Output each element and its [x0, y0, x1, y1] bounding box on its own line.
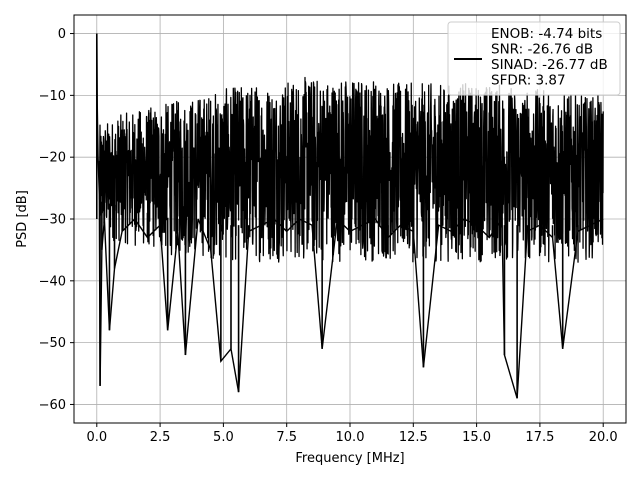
x-tick-label: 12.5	[399, 430, 428, 445]
psd-noise-band	[98, 76, 604, 263]
y-tick-label: −50	[39, 336, 66, 351]
legend-label-enob: ENOB: -4.74 bits	[491, 26, 602, 42]
psd-series-line	[96, 33, 604, 399]
x-tick-label: 10.0	[336, 430, 365, 445]
x-ticks: 0.0 2.5 5.0 7.5 10.0 12.5 15.0 17.5 20.0	[86, 423, 618, 445]
psd-series	[95, 33, 604, 399]
x-tick-label: 15.0	[462, 430, 491, 445]
x-tick-label: 7.5	[276, 430, 297, 445]
x-tick-label: 5.0	[213, 430, 234, 445]
x-axis-label: Frequency [MHz]	[295, 451, 404, 466]
legend-label-sfdr: SFDR: 3.87	[491, 73, 566, 89]
x-tick-label: 0.0	[86, 430, 107, 445]
y-axis-label: PSD [dB]	[15, 190, 30, 248]
psd-noise-trace	[98, 76, 604, 263]
x-tick-label: 17.5	[525, 430, 554, 445]
y-tick-label: −60	[39, 398, 66, 413]
legend: ENOB: -4.74 bits SNR: -26.76 dB SINAD: -…	[447, 21, 621, 96]
legend-box	[447, 21, 621, 96]
legend-label-sinad: SINAD: -26.77 dB	[491, 57, 608, 73]
y-ticks: 0 −10 −20 −30 −40 −50 −60	[39, 27, 74, 413]
y-tick-label: 0	[58, 27, 66, 42]
y-tick-label: −30	[39, 213, 66, 228]
y-tick-label: −40	[39, 274, 66, 289]
legend-label-snr: SNR: -26.76 dB	[491, 42, 593, 58]
y-tick-label: −20	[39, 151, 66, 166]
x-tick-label: 2.5	[150, 430, 171, 445]
y-tick-label: −10	[39, 89, 66, 104]
x-tick-label: 20.0	[589, 430, 618, 445]
